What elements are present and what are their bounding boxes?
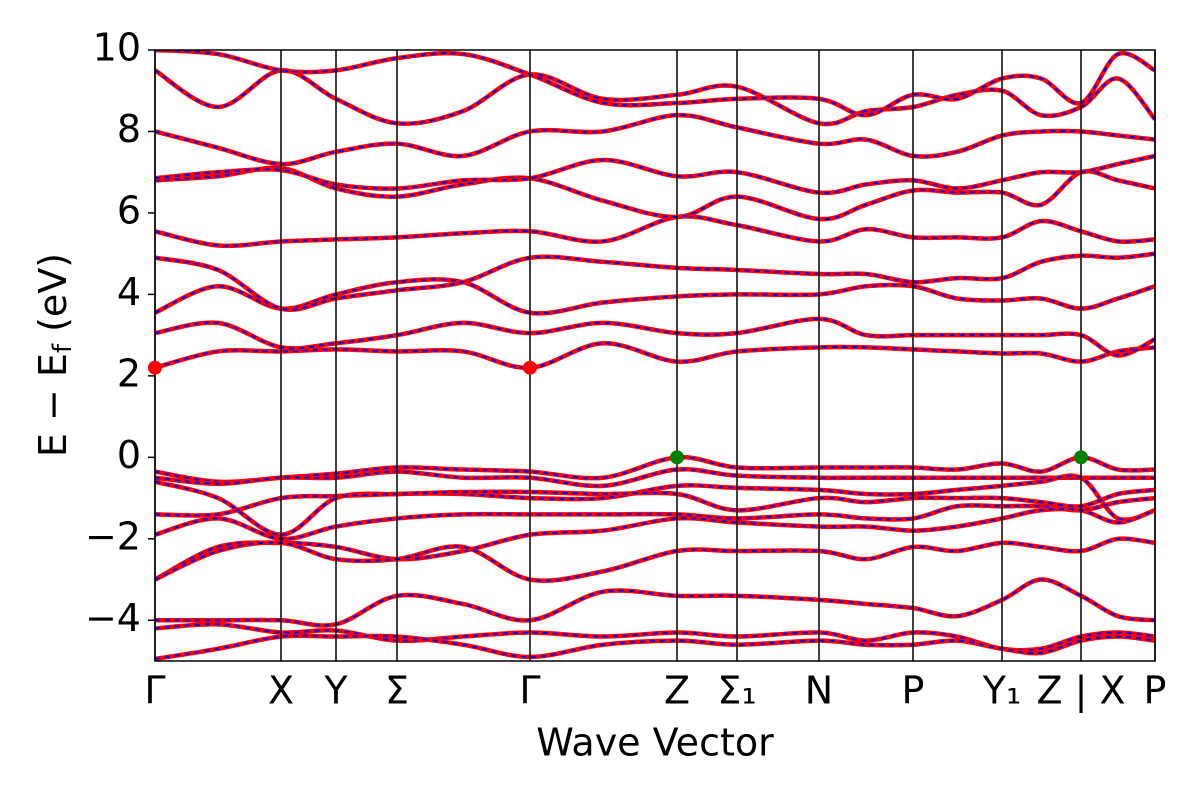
extremum-marker	[1074, 450, 1088, 465]
x-tick-label: Σ₁	[717, 669, 756, 713]
y-tick-label: 10	[93, 26, 141, 70]
plot-area	[155, 50, 1155, 661]
band-line	[155, 316, 1155, 358]
x-tick-label: Γ	[519, 669, 540, 713]
band-line	[155, 633, 1155, 661]
extremum-marker	[523, 360, 537, 375]
band-dash	[155, 317, 1155, 357]
y-tick-label: −4	[85, 596, 141, 640]
band-dash	[155, 69, 1155, 126]
band-dash	[155, 114, 1155, 166]
y-label-part: (eV)	[31, 253, 75, 344]
y-tick-label: 6	[117, 188, 141, 232]
x-tick-label: X	[268, 669, 294, 713]
y-tick-label: 8	[117, 107, 141, 151]
x-tick-label: Y₁	[982, 669, 1021, 713]
extremum-marker	[148, 360, 162, 375]
y-label-sub: f	[48, 343, 78, 353]
y-tick-label: 0	[117, 433, 141, 477]
band-line	[155, 214, 1155, 249]
band-dash	[155, 578, 1155, 627]
band-dash	[155, 497, 1155, 540]
x-tick-label: Z | X	[1036, 669, 1125, 714]
y-tick-label: −2	[85, 514, 141, 558]
x-tick-label: Z	[664, 669, 690, 713]
x-tick-label: P	[1144, 669, 1167, 713]
band-dash	[155, 166, 1155, 221]
x-tick-label: Γ	[144, 669, 165, 713]
y-axis-label: E − Ef (eV)	[31, 253, 78, 457]
band-dash	[155, 474, 1155, 536]
x-tick-label: Y	[323, 669, 348, 713]
x-tick-label: N	[805, 669, 833, 713]
x-axis-label: Wave Vector	[536, 721, 774, 765]
x-tick-label: Σ	[385, 669, 409, 713]
band-line	[155, 112, 1155, 167]
y-tick-label: 2	[117, 351, 141, 395]
extremum-marker	[670, 450, 684, 465]
band-line	[155, 577, 1155, 628]
y-label-part: E − E	[31, 353, 75, 457]
x-tick-label: P	[902, 669, 925, 713]
band-dash	[155, 508, 1155, 581]
y-tick-label: 4	[117, 270, 141, 314]
band-dash	[155, 252, 1155, 311]
band-line	[155, 50, 1155, 118]
band-dash	[155, 488, 1155, 517]
